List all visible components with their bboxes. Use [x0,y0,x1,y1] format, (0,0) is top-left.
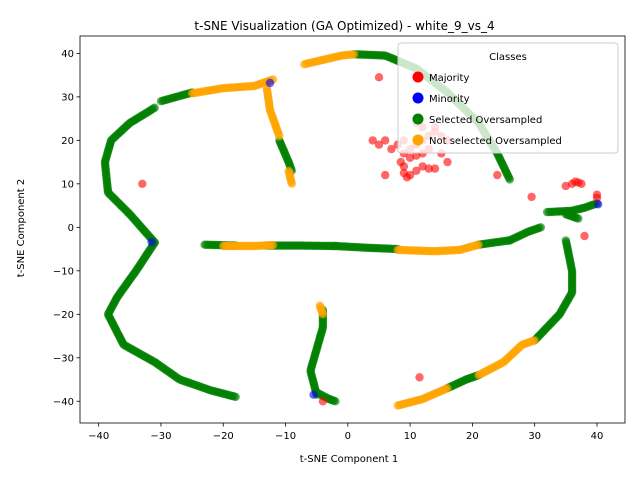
point-minority [265,78,275,88]
point-majority [580,231,589,241]
x-tick-label: 30 [528,431,541,442]
x-tick-label: 10 [404,431,417,442]
x-tick-label: −30 [150,431,171,442]
point-selected-oversampled [231,392,240,402]
point-majority [577,179,586,188]
point-majority [430,164,440,173]
legend-label-selected: Selected Oversampled [429,115,542,126]
x-tick-label: 40 [591,431,604,442]
plot-frame [79,35,626,424]
point-minority [147,237,156,247]
point-majority [527,192,536,202]
point-majority [396,157,405,167]
point-majority [493,170,502,180]
point-majority [443,157,452,167]
point-selected-oversampled [150,103,159,112]
point-selected-oversampled [574,214,583,223]
legend-label-majority: Majority [429,73,469,84]
point-not-selected-oversampled [268,241,278,250]
x-tick-label: 20 [466,431,479,442]
legend-label-minority: Minority [429,94,470,105]
point-majority [381,170,390,180]
point-selected-oversampled [536,223,546,232]
point-majority [387,144,396,154]
point-not-selected-oversampled [287,179,296,188]
legend-title: Classes [489,52,527,63]
point-majority [402,173,412,182]
legend-marker-majority [412,71,424,83]
y-tick-label: −10 [53,266,74,277]
point-selected-oversampled [505,175,514,184]
legend-frame [397,42,619,154]
point-not-selected-oversampled [530,336,539,345]
axis-ticks: −40 −30 −20 −10 0 10 20 30 40 −40 −30 −20 −10 0 10 20 30… [53,49,603,442]
point-majority [138,179,147,188]
point-selected-oversampled [331,397,340,406]
point-not-selected-oversampled [474,240,483,249]
series-not-selected-oversampled [187,50,539,410]
y-tick-label: 0 [68,223,74,234]
legend-marker-selected [412,113,424,125]
point-majority [424,164,433,173]
legend-marker-minority [412,92,424,104]
y-tick-label: 40 [61,49,74,60]
point-not-selected-oversampled [349,50,359,59]
point-majority [592,193,602,202]
x-tick-label: −40 [88,431,109,442]
y-tick-label: 20 [61,136,74,147]
x-tick-label: 0 [345,431,351,442]
y-tick-label: −30 [53,353,74,364]
y-tick-label: −20 [53,310,74,321]
point-minority [594,200,603,209]
point-majority [374,73,384,82]
point-majority [381,136,390,145]
series-minority [147,78,603,399]
x-axis-label: t-SNE Component 1 [300,454,398,465]
series-selected-oversampled [100,50,602,406]
legend-label-not-selected: Not selected Oversampled [429,136,562,147]
y-tick-label: 10 [61,179,74,190]
legend: Classes Majority Minority Selected Overs… [397,42,619,154]
point-majority [561,181,570,191]
y-axis-label: t-SNE Component 2 [16,179,27,277]
y-tick-label: −40 [53,397,74,408]
legend-marker-not-selected [412,134,424,146]
point-not-selected-oversampled [443,384,452,393]
point-majority [412,166,421,175]
x-tick-label: −10 [275,431,296,442]
point-majority [318,397,328,406]
point-minority [309,390,318,399]
y-tick-label: 30 [61,92,74,103]
point-not-selected-oversampled [275,131,284,141]
point-majority [368,136,377,145]
chart-title: t-SNE Visualization (GA Optimized) - whi… [194,19,494,33]
x-tick-label: −20 [213,431,234,442]
chart-marks [100,50,603,410]
point-majority [374,140,384,149]
point-majority [415,373,424,382]
point-not-selected-oversampled [315,301,324,310]
